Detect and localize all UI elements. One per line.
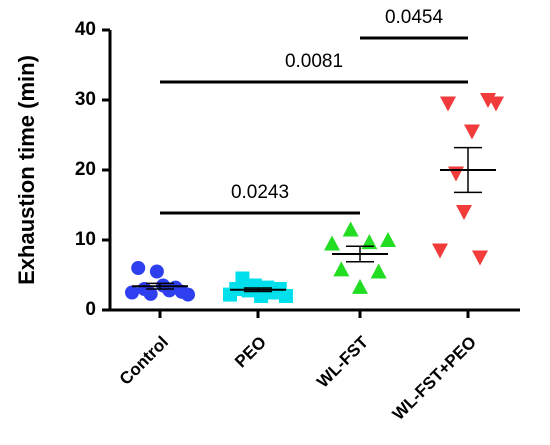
error-bar [146,282,174,290]
y-tick-label: 0 [85,299,96,320]
y-tick-label: 10 [75,229,96,250]
significance-label: 0.0454 [385,7,444,28]
data-point [143,286,158,301]
data-point [432,243,448,259]
data-point [361,234,378,250]
error-bar [454,146,482,194]
x-tick-label: Control [116,333,172,389]
data-point [472,250,488,266]
x-tick-label: WL-FST [313,332,372,391]
significance-label: 0.0081 [285,51,343,72]
x-tick-label: PEO [231,333,270,372]
error-bar [346,245,374,263]
data-point [352,278,368,294]
data-point [149,264,164,279]
significance-label: 0.0243 [231,182,289,203]
y-tick-label: 40 [75,19,96,40]
data-point [488,96,504,112]
data-point [235,271,250,286]
data-point [342,221,359,237]
data-point [131,261,146,275]
data-point [324,235,340,251]
data-point [125,285,139,300]
y-tick-label: 30 [75,89,96,110]
data-point [279,289,293,303]
data-point [440,96,456,112]
y-tick-label: 20 [75,159,96,180]
error-bar [244,287,272,293]
x-tick-label: WL-FST+PEO [389,333,480,424]
data-point [333,261,350,277]
data-point [181,287,195,302]
y-axis-label: Exhaustion time (min) [14,55,39,285]
data-point [456,205,472,220]
data-point [448,166,464,182]
data-point [370,263,387,279]
data-point [464,124,480,140]
data-point [380,232,396,247]
